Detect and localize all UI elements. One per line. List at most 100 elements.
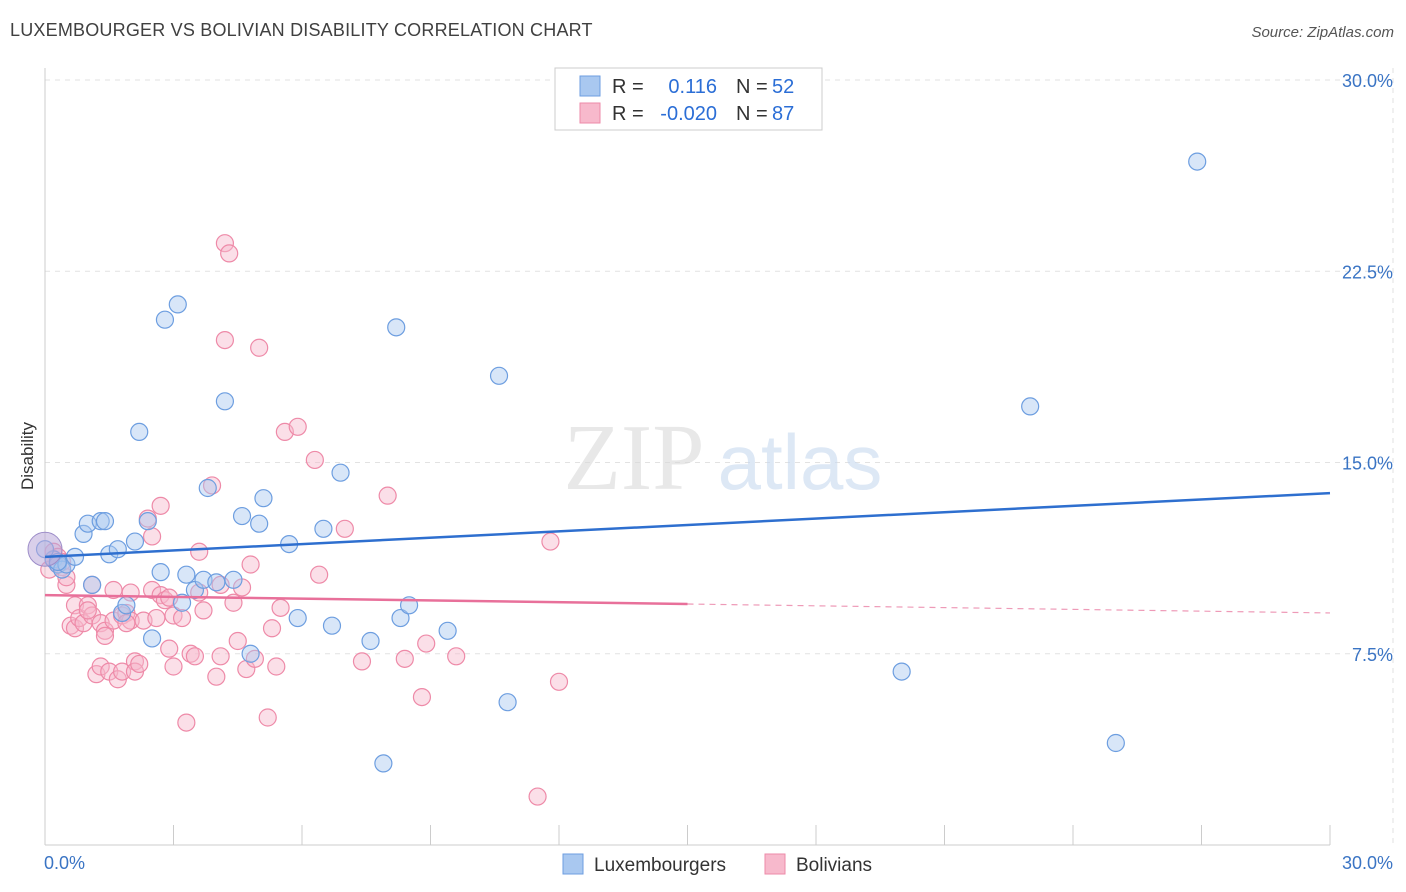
point-bolivians-58 [250,338,269,357]
point-bolivians-42 [177,713,196,732]
point-luxembourgers-18 [151,563,170,582]
point-luxembourgers-11 [108,540,127,559]
trend-line-bolivians [44,593,688,606]
point-bolivians-60 [262,619,282,638]
point-bolivians-66 [310,565,329,584]
point-bolivians-73 [447,647,466,666]
bottom-legend-swatch-bolivians [764,853,786,875]
point-luxembourgers-19 [155,310,175,329]
point-luxembourgers-47 [1021,397,1040,416]
trend-lines [44,491,1331,614]
x-tick-label-max: 30.0% [1342,853,1393,873]
point-bolivians-57 [241,555,260,574]
point-bolivians-65 [305,450,324,470]
point-bolivians-61 [267,657,286,676]
point-luxembourgers-35 [314,519,333,538]
point-luxembourgers-41 [391,608,410,628]
point-luxembourgers-14 [125,532,145,551]
series-legend: Luxembourgers Bolivians [562,853,872,876]
point-bolivians-75 [549,672,569,691]
point-luxembourgers-30 [241,644,260,663]
point-bolivians-45 [190,542,209,561]
axes [44,68,1331,846]
point-bolivians-36 [151,496,170,515]
point-bolivians-70 [395,649,414,668]
legend-n-value-bolivians: 87 [772,103,794,125]
point-bolivians-50 [211,647,230,666]
trend-line-luxembourgers [44,491,1331,559]
point-luxembourgers-9 [95,512,115,531]
y-tick-label-0: 7.5% [1352,645,1393,665]
stats-legend: R = 0.116 N = 52 R = -0.020 N = 87 [554,67,823,131]
point-luxembourgers-36 [322,616,342,635]
legend-n-label-luxembourgers: N = [736,76,768,98]
point-luxembourgers-32 [254,489,273,508]
point-luxembourgers-46 [892,662,911,681]
legend-r-value-luxembourgers: 0.116 [668,76,717,98]
point-bolivians-44 [185,647,205,666]
point-bolivians-62 [271,598,290,617]
point-bolivians-67 [335,519,354,538]
y-tick-labels: 7.5% 15.0% 22.5% 30.0% [1342,71,1393,665]
point-luxembourgers-45 [498,693,517,712]
watermark-atlas: atlas [718,418,883,506]
point-bolivians-52 [220,244,239,263]
trend-line-bolivians-extension [687,603,1331,614]
point-bolivians-74 [541,532,560,551]
point-bolivians-38 [160,639,179,658]
point-bolivians-84 [78,601,97,620]
point-bolivians-29 [130,654,149,674]
point-luxembourgers-49 [1188,152,1207,171]
point-bolivians-71 [412,687,432,707]
point-bolivians-23 [112,662,132,681]
x-tick-label-min: 0.0% [44,853,85,873]
y-tick-label-2: 22.5% [1342,262,1393,282]
point-bolivians-51 [215,234,234,253]
y-tick-label-3: 30.0% [1342,71,1393,91]
legend-r-value-bolivians: -0.020 [660,103,717,125]
point-luxembourgers-8 [91,512,110,531]
point-bolivians-32 [142,527,162,546]
legend-swatch-luxembourgers [579,75,601,97]
point-luxembourgers-22 [177,565,196,584]
point-luxembourgers-20 [168,295,187,314]
point-luxembourgers-7 [83,575,102,595]
point-luxembourgers-27 [215,392,234,411]
point-bolivians-41 [172,608,192,628]
point-bolivians-54 [228,631,247,651]
bottom-legend-label-bolivians: Bolivians [796,855,872,876]
point-bolivians-6 [65,619,85,638]
point-luxembourgers-34 [288,608,307,628]
source-credit: Source: ZipAtlas.com [1251,24,1394,41]
point-bolivians-59 [258,708,277,727]
point-luxembourgers-38 [361,631,380,651]
point-bolivians-34 [147,608,166,628]
point-luxembourgers-39 [374,754,393,773]
y-axis-title: Disability [18,421,37,490]
chart-title: LUXEMBOURGER VS BOLIVIAN DISABILITY CORR… [10,20,593,40]
point-luxembourgers-28 [224,570,243,589]
point-luxembourgers-5 [74,524,93,544]
bottom-legend-swatch-luxembourgers [562,853,584,875]
point-luxembourgers-37 [331,463,350,482]
point-luxembourgers-21 [172,593,192,612]
point-luxembourgers-43 [438,621,457,640]
point-bolivians-68 [352,652,372,671]
point-bolivians-76 [528,787,547,806]
point-luxembourgers-25 [198,478,217,498]
point-bolivians-64 [288,417,307,436]
point-luxembourgers-29 [232,506,252,526]
point-luxembourgers-31 [250,514,269,533]
point-overlap-cluster [27,531,63,567]
point-bolivians-17 [95,626,115,646]
legend-n-label-bolivians: N = [736,103,768,125]
point-luxembourgers-16 [138,512,157,531]
point-bolivians-14 [91,657,110,676]
point-bolivians-48 [207,667,226,686]
watermark-zip: ZIP [564,406,705,510]
watermark: ZIP atlas [564,406,883,510]
y-tick-label-1: 15.0% [1342,454,1393,474]
point-luxembourgers-15 [130,422,149,441]
point-luxembourgers-13 [117,596,136,615]
